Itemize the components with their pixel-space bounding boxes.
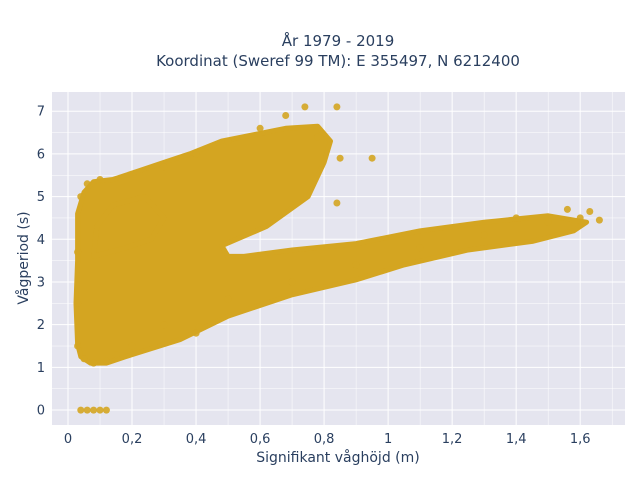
- y-tick-label: 4: [37, 233, 45, 248]
- data-point: [80, 355, 88, 363]
- data-point: [512, 214, 520, 222]
- x-tick-label: 1: [384, 432, 392, 447]
- data-point: [586, 208, 594, 215]
- data-point: [77, 406, 85, 414]
- data-point: [480, 231, 488, 239]
- y-tick-label: 5: [37, 190, 45, 205]
- point-cloud-main: [73, 123, 590, 366]
- data-point: [352, 261, 360, 269]
- data-point: [83, 406, 91, 414]
- data-point: [288, 278, 296, 286]
- x-tick-label: 1,6: [570, 432, 591, 447]
- data-point: [96, 176, 104, 183]
- data-point: [195, 323, 203, 331]
- tick-labels: 0 0,2 0,4 0,6 0,8 1 1,2 1,4 1,6 0 1 2 3 4 5 6 7: [37, 105, 591, 447]
- data-point: [160, 163, 168, 171]
- data-point: [333, 103, 341, 111]
- data-point: [102, 357, 110, 365]
- data-point: [128, 342, 136, 350]
- data-point: [77, 193, 85, 201]
- data-point: [595, 216, 603, 224]
- data-point: [224, 137, 232, 145]
- data-point: [224, 295, 232, 303]
- x-tick-label: 1,2: [442, 432, 463, 447]
- x-tick-label: 0,4: [186, 432, 207, 447]
- data-point: [333, 199, 341, 207]
- data-point: [416, 244, 424, 252]
- data-points: [73, 103, 603, 414]
- data-point: [368, 154, 376, 162]
- y-tick-label: 6: [37, 147, 45, 162]
- data-point: [90, 406, 98, 414]
- y-tick-label: 3: [37, 275, 45, 290]
- x-tick-label: 0,8: [314, 432, 335, 447]
- data-point: [314, 133, 322, 141]
- y-tick-label: 0: [37, 404, 45, 419]
- x-tick-label: 0: [64, 432, 72, 447]
- y-tick-label: 7: [37, 105, 45, 120]
- data-point: [74, 248, 82, 256]
- x-tick-label: 0,6: [250, 432, 271, 447]
- data-point: [282, 112, 290, 119]
- data-point: [102, 406, 110, 414]
- data-point: [160, 321, 168, 329]
- chart-subtitle: Koordinat (Sweref 99 TM): E 355497, N 62…: [156, 52, 520, 70]
- data-point: [112, 351, 120, 359]
- data-point: [192, 329, 200, 337]
- chart-title: År 1979 - 2019: [282, 31, 395, 50]
- point-cloud-spur: [91, 194, 167, 259]
- data-point: [301, 103, 309, 111]
- data-point: [336, 154, 344, 162]
- data-point: [96, 406, 104, 414]
- y-tick-label: 2: [37, 318, 45, 333]
- data-point: [74, 342, 82, 350]
- data-point: [90, 359, 98, 367]
- data-point: [83, 180, 91, 188]
- x-axis-title: Signifikant våghöjd (m): [256, 449, 419, 466]
- data-point: [544, 218, 552, 226]
- data-point: [192, 150, 200, 158]
- data-point: [563, 205, 571, 213]
- y-tick-label: 1: [37, 361, 45, 376]
- x-tick-label: 1,4: [506, 432, 527, 447]
- y-axis-title: Vågperiod (s): [15, 211, 32, 304]
- x-tick-label: 0,2: [122, 432, 143, 447]
- data-point: [74, 299, 82, 307]
- data-point: [256, 124, 264, 132]
- data-point: [576, 214, 584, 222]
